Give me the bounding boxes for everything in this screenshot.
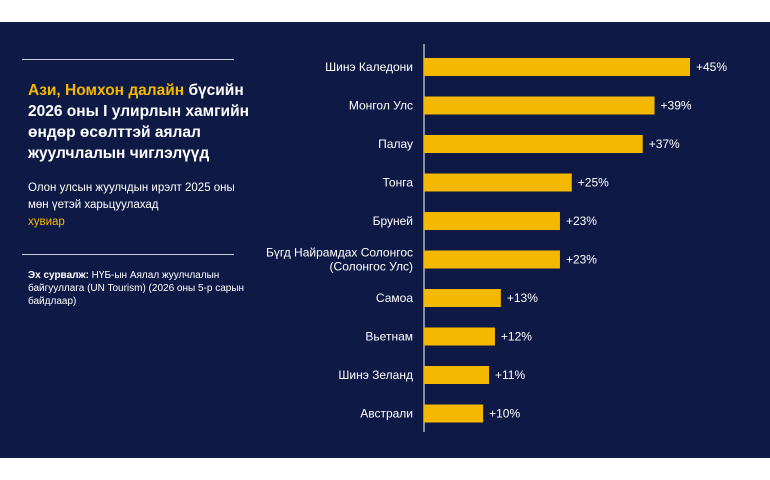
- bar-4: [424, 212, 560, 230]
- category-label-4: Бруней: [373, 214, 413, 228]
- value-label-2: +37%: [649, 137, 680, 151]
- value-label-4: +23%: [566, 214, 597, 228]
- category-label-2: Палау: [378, 137, 413, 151]
- chart-title: Ази, Номхон далайн бүсийн 2026 оны I ули…: [28, 80, 268, 164]
- title-rest: бүсийн 2026 оны I улирлын хамгийн өндөр …: [28, 82, 249, 162]
- category-label-6: Самоа: [376, 291, 413, 305]
- value-label-6: +13%: [507, 291, 538, 305]
- category-label-3: Тонга: [383, 176, 414, 190]
- category-label-5: Бүгд Найрамдах Солонгос (Солонгос Улс): [266, 246, 413, 274]
- bar-1: [424, 96, 655, 115]
- chart-subtitle: Олон улсын жуулчдын ирэлт 2025 оны мөн ү…: [28, 180, 258, 231]
- source-label: Эх сурвалж:: [28, 270, 89, 281]
- category-label-9: Австрали: [360, 407, 413, 421]
- bar-3: [424, 173, 572, 192]
- bar-9: [424, 404, 484, 423]
- value-label-5: +23%: [566, 253, 597, 267]
- bottom-divider: [22, 254, 234, 255]
- subtitle-text: Олон улсын жуулчдын ирэлт 2025 оны мөн ү…: [28, 182, 235, 211]
- bars-group: Шинэ Каледони +45% Монгол Улс +39% Палау +37%…: [266, 58, 727, 423]
- source-note: Эх сурвалж: НҮБ-ын Аялал жуулчлалын байг…: [28, 269, 258, 308]
- category-label-8: Шинэ Зеланд: [338, 368, 413, 382]
- bar-8: [424, 366, 490, 384]
- title-highlight: Ази, Номхон далайн: [28, 82, 185, 99]
- bar-6: [424, 289, 501, 307]
- value-label-0: +45%: [696, 60, 727, 74]
- bar-5: [424, 250, 560, 269]
- bar-7: [424, 327, 495, 346]
- value-label-9: +10%: [489, 407, 520, 421]
- bar-chart: Шинэ Каледони +45% Монгол Улс +39% Палау +37%…: [266, 44, 727, 432]
- value-label-1: +39%: [661, 99, 692, 113]
- top-divider: [22, 59, 234, 60]
- value-label-8: +11%: [495, 368, 525, 382]
- value-label-3: +25%: [578, 176, 609, 190]
- category-label-7: Вьетнам: [365, 330, 413, 344]
- bar-2: [424, 135, 643, 153]
- value-label-7: +12%: [501, 330, 532, 344]
- source-text: НҮБ-ын Аялал жуулчлалын байгууллага (UN …: [28, 270, 245, 307]
- category-label-1: Монгол Улс: [349, 99, 413, 113]
- chart-panel: Ази, Номхон далайн бүсийн 2026 оны I ули…: [0, 22, 770, 458]
- subtitle-highlight: хувиар: [28, 216, 65, 228]
- category-label-0: Шинэ Каледони: [325, 60, 413, 74]
- bar-0: [424, 58, 690, 76]
